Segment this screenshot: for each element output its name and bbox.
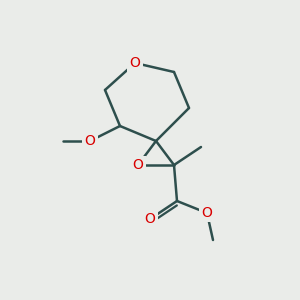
Text: O: O	[130, 56, 140, 70]
Text: O: O	[202, 206, 212, 220]
Text: O: O	[145, 212, 155, 226]
Text: O: O	[85, 134, 95, 148]
Text: O: O	[133, 158, 143, 172]
